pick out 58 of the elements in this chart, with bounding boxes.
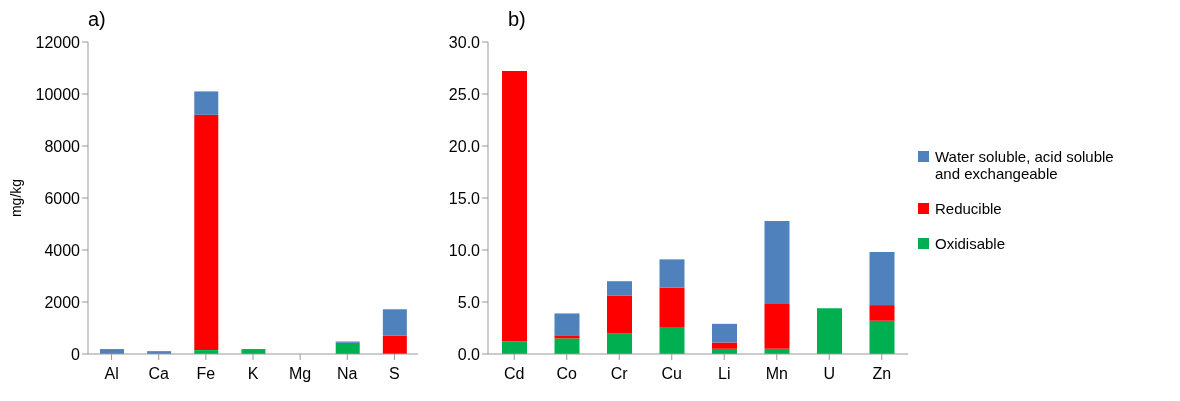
x-tick-label: Mn — [765, 365, 788, 383]
x-tick-label: Zn — [872, 365, 892, 383]
bar — [869, 320, 895, 354]
bar — [764, 220, 790, 305]
bar — [764, 304, 790, 349]
y-tick-label: 15.0 — [448, 189, 481, 207]
y-tick-label: 0.0 — [457, 345, 481, 363]
y-tick-label: 30.0 — [448, 33, 481, 51]
bar — [607, 281, 632, 296]
x-tick-label: Cu — [661, 365, 682, 383]
bar — [194, 114, 219, 351]
x-tick-label: Na — [337, 365, 358, 383]
bar — [607, 295, 632, 334]
bar — [659, 326, 685, 354]
y-tick-label: 2000 — [44, 293, 81, 311]
y-tick-label: 10.0 — [448, 241, 481, 259]
chart-title: b) — [508, 8, 527, 32]
bar — [554, 313, 580, 336]
bar — [659, 287, 685, 327]
y-tick-label: 6000 — [44, 189, 81, 207]
legend-label: Oxidisable — [935, 235, 1007, 252]
bar — [712, 323, 737, 343]
y-tick-label: 20.0 — [448, 137, 481, 155]
bar — [382, 309, 407, 336]
bar — [869, 305, 895, 321]
y-tick-label: 8000 — [44, 137, 81, 155]
bar — [607, 333, 632, 354]
y-tick-label: 0 — [71, 345, 81, 363]
legend-label: Water soluble, acid soluble and exchangeable — [935, 148, 1115, 182]
x-tick-label: U — [823, 365, 836, 383]
x-tick-label: Cd — [504, 365, 525, 383]
x-tick-label: S — [389, 365, 400, 383]
x-tick-label: Mg — [289, 365, 312, 383]
x-tick-label: Co — [556, 365, 578, 383]
chart-title: a) — [88, 8, 107, 32]
y-tick-label: 10000 — [35, 85, 81, 103]
x-tick-label: K — [247, 365, 259, 383]
x-tick-label: Cr — [610, 365, 629, 383]
bar — [502, 71, 527, 342]
bar — [817, 308, 842, 354]
bar — [712, 342, 737, 349]
x-tick-label: Al — [104, 365, 119, 383]
bar — [335, 342, 360, 354]
bar — [554, 338, 580, 354]
x-tick-label: Fe — [196, 365, 216, 383]
x-tick-label: Ca — [148, 365, 170, 383]
y-tick-label: 25.0 — [448, 85, 481, 103]
bar — [194, 91, 219, 115]
y-axis-title: mg/kg — [7, 178, 24, 218]
legend-label: Reducible — [935, 200, 1003, 217]
bar — [382, 335, 407, 354]
bar — [869, 252, 895, 306]
y-tick-label: 12000 — [35, 33, 81, 51]
bar — [659, 259, 685, 288]
bar — [554, 335, 580, 339]
y-tick-label: 5.0 — [457, 293, 481, 311]
x-tick-label: Li — [718, 365, 731, 383]
y-tick-label: 4000 — [44, 241, 81, 259]
